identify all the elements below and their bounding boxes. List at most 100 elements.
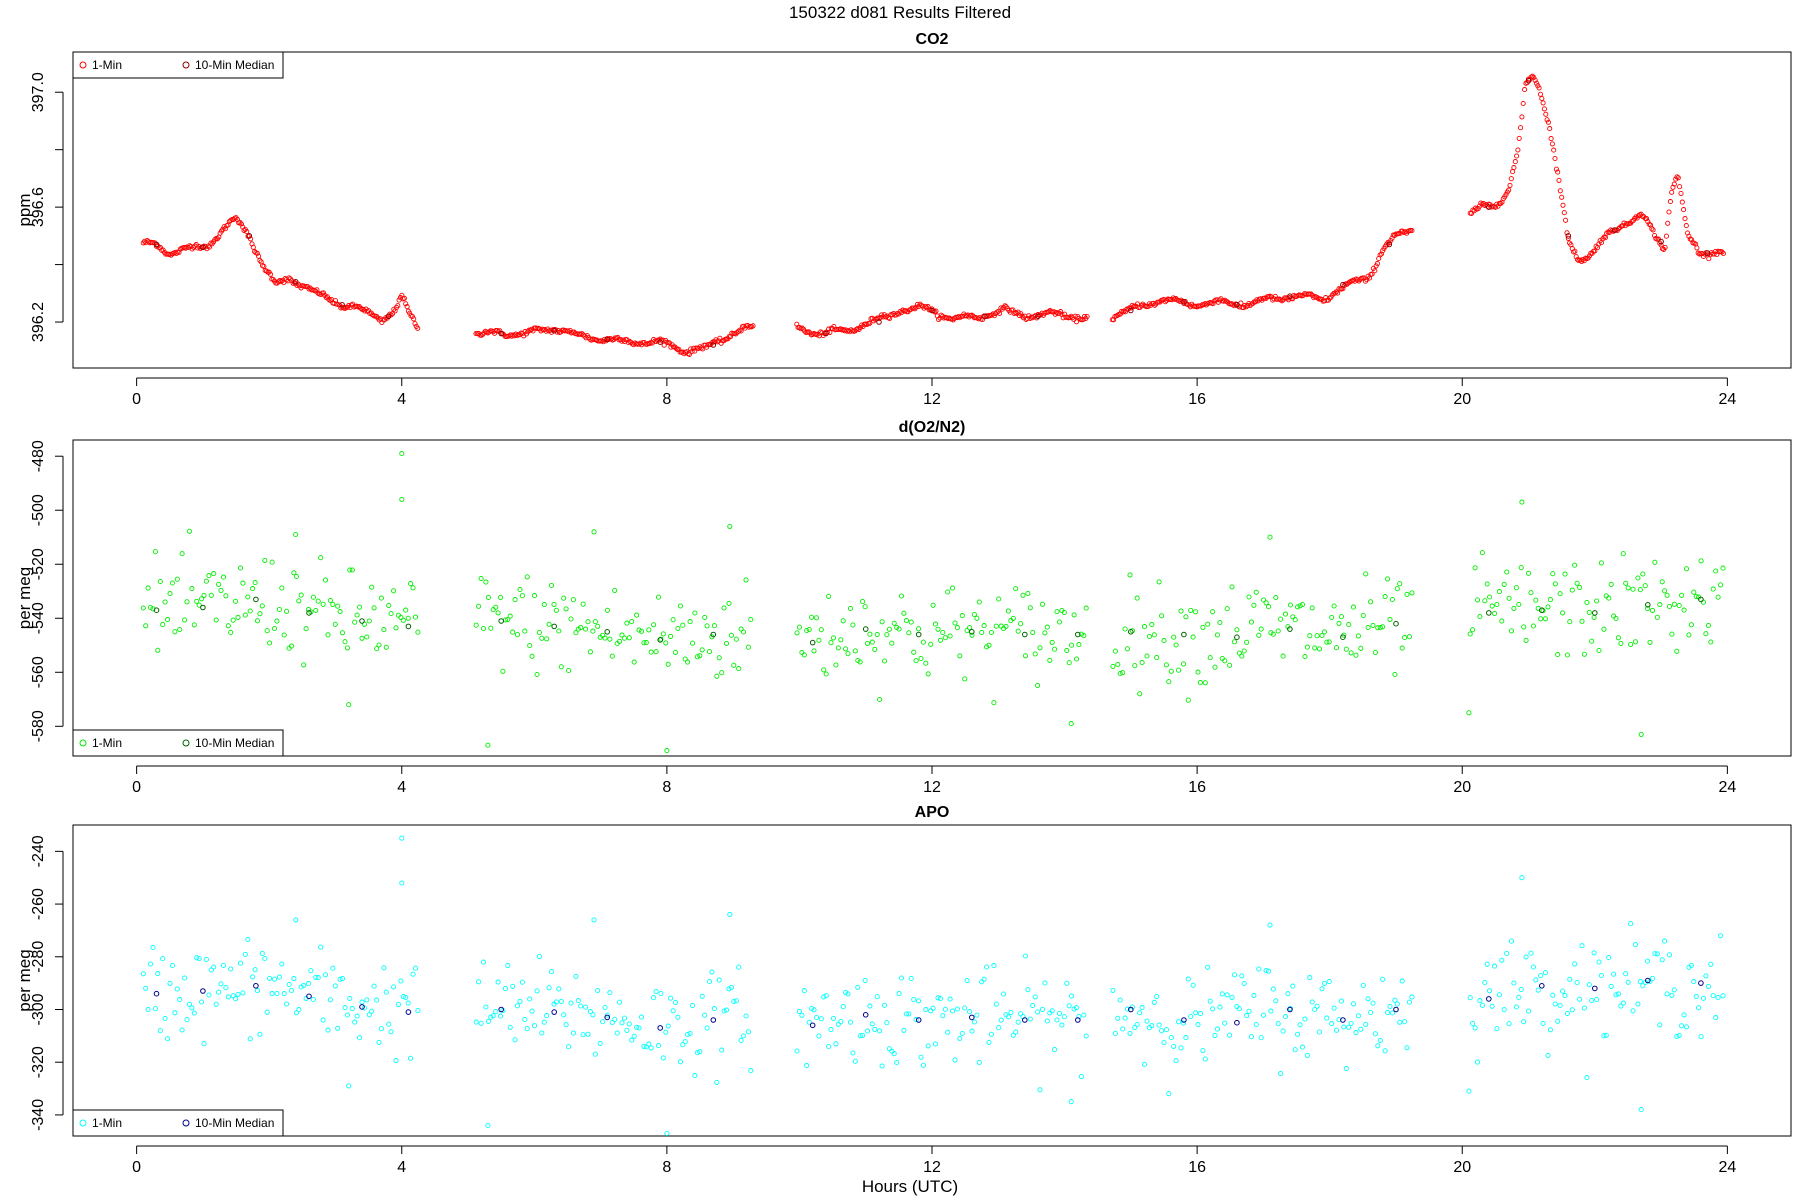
data-point [1536, 85, 1542, 91]
data-point [1265, 604, 1272, 610]
data-point [485, 742, 491, 748]
data-point [1703, 631, 1709, 637]
data-point [1470, 627, 1476, 633]
data-point [378, 1026, 384, 1032]
data-point [534, 671, 540, 678]
data-point [799, 325, 805, 331]
data-point [1319, 632, 1325, 639]
data-point [1335, 290, 1341, 296]
data-point [230, 617, 236, 623]
data-point [913, 304, 919, 310]
data-point [1688, 622, 1694, 628]
data-point [246, 233, 253, 239]
data-point [711, 623, 717, 629]
data-point [918, 1054, 924, 1060]
data-point [404, 304, 410, 310]
data-point [1572, 961, 1578, 967]
data-point [809, 614, 815, 620]
x-tick-label: 4 [397, 1159, 406, 1176]
data-point [493, 1009, 499, 1015]
data-point [1608, 581, 1614, 587]
data-point [1525, 1008, 1532, 1014]
data-point [1501, 581, 1507, 587]
data-point [1022, 631, 1028, 638]
data-point [1523, 637, 1529, 643]
data-point [1010, 1032, 1016, 1038]
data-point [714, 673, 720, 679]
data-point [480, 331, 486, 337]
data-point [1253, 1021, 1259, 1028]
legend-label: 1-Min [92, 736, 122, 750]
data-point [524, 574, 530, 580]
data-point [1295, 604, 1301, 610]
data-point [733, 636, 739, 642]
data-point [1630, 586, 1636, 592]
data-point [1236, 1006, 1242, 1012]
data-point [242, 951, 248, 957]
data-point [1178, 1045, 1184, 1051]
data-point [478, 576, 484, 582]
data-point [1630, 1008, 1636, 1014]
data-point [629, 618, 635, 625]
data-point [1638, 1107, 1644, 1113]
data-point [636, 627, 642, 633]
data-point [473, 622, 479, 628]
data-point [225, 994, 231, 1000]
data-point [1518, 565, 1524, 571]
data-point [954, 625, 960, 631]
data-point [1066, 1003, 1072, 1009]
data-point [160, 956, 166, 962]
data-point [1292, 1047, 1298, 1053]
data-point [1489, 603, 1495, 609]
data-point [388, 1029, 394, 1035]
data-point [1538, 616, 1544, 622]
data-point [872, 1026, 878, 1032]
data-point [1666, 209, 1672, 215]
data-point [959, 1030, 965, 1037]
data-point [364, 997, 370, 1003]
data-point [1683, 1024, 1690, 1030]
data-point [670, 1008, 676, 1014]
data-point [1309, 999, 1315, 1005]
data-point [617, 999, 623, 1005]
data-point [1185, 697, 1191, 703]
data-point [578, 1003, 584, 1009]
data-point [1336, 620, 1342, 626]
data-point [804, 627, 810, 634]
data-point [743, 1013, 749, 1019]
data-point [1667, 199, 1673, 205]
data-point [395, 1001, 401, 1007]
data-point [1326, 979, 1332, 985]
data-point [1170, 295, 1176, 301]
data-point [1477, 998, 1483, 1004]
data-point [1591, 614, 1597, 620]
y-tick-label: 396.2 [30, 302, 47, 342]
data-point [1275, 628, 1281, 634]
data-point [1128, 629, 1134, 635]
data-point [1248, 1034, 1255, 1040]
data-point [1574, 580, 1580, 586]
data-point [920, 639, 926, 645]
data-point [200, 988, 206, 994]
data-point [1504, 569, 1510, 575]
data-point [347, 567, 353, 573]
data-point [1120, 1026, 1126, 1032]
data-point [1533, 977, 1539, 983]
data-point [1623, 580, 1629, 586]
data-point [813, 615, 820, 621]
data-point [1272, 293, 1278, 299]
data-point [359, 1004, 365, 1010]
data-point [216, 989, 222, 995]
data-point [1586, 982, 1592, 988]
data-point [1688, 962, 1694, 968]
data-point [284, 608, 290, 614]
data-point [1594, 996, 1600, 1003]
data-point [269, 559, 275, 565]
data-point [514, 1003, 521, 1009]
x-tick-label: 20 [1453, 779, 1471, 796]
legend-marker [182, 739, 190, 747]
data-point [673, 345, 679, 351]
data-point [1518, 125, 1524, 131]
data-point [189, 1005, 195, 1011]
data-point [636, 1025, 642, 1031]
